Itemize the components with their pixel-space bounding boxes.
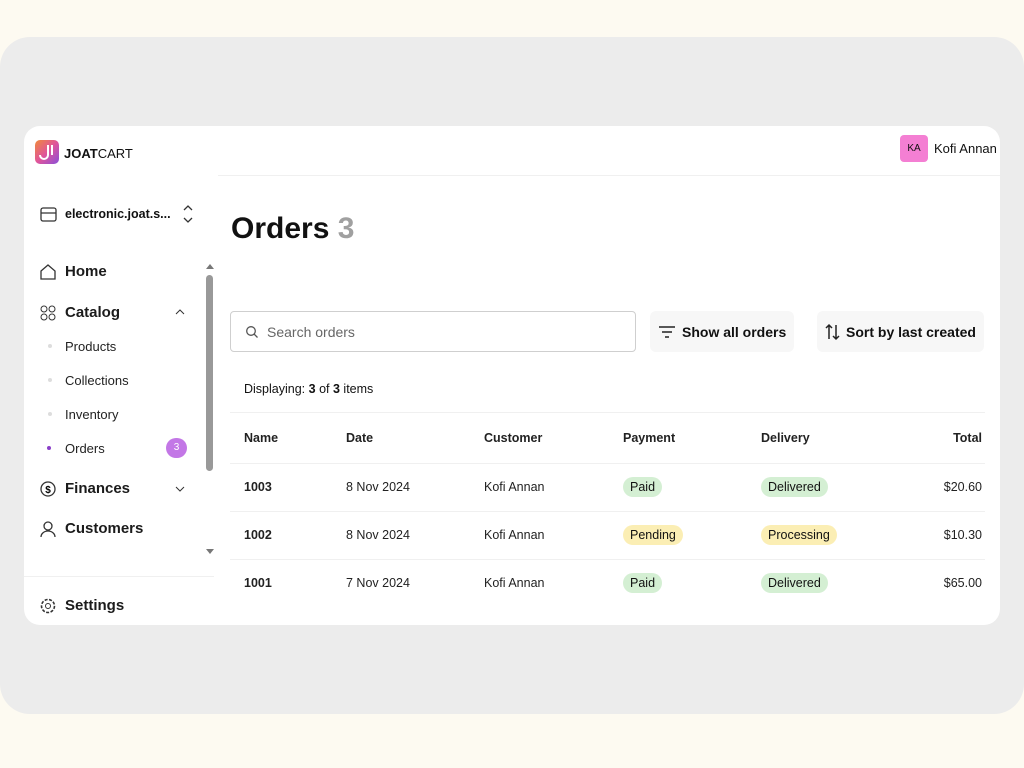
avatar[interactable]: KA — [900, 135, 928, 162]
brand-bold: JOAT — [64, 146, 98, 161]
column-header: Name — [244, 431, 279, 445]
nav-products[interactable]: Products — [65, 339, 117, 354]
table-cell: Kofi Annan — [484, 528, 545, 542]
nav-label: Finances — [65, 480, 131, 497]
column-header: Date — [346, 431, 374, 445]
nav-settings[interactable]: Settings — [40, 597, 124, 614]
user-name[interactable]: Kofi Annan — [934, 141, 997, 156]
status-pill: Delivered — [761, 573, 828, 593]
column-header: Customer — [484, 431, 543, 445]
status-pill: Pending — [623, 525, 683, 545]
active-dot — [47, 446, 51, 450]
nav-label: Customers — [65, 520, 144, 537]
search-box[interactable]: Search orders — [230, 311, 636, 352]
scroll-down[interactable] — [206, 549, 214, 555]
table-cell: 8 Nov 2024 — [346, 528, 410, 542]
table-cell: Kofi Annan — [484, 576, 545, 590]
store-icon — [40, 206, 57, 222]
search-placeholder: Search orders — [267, 323, 355, 340]
summary-unit: items — [343, 382, 374, 396]
scroll-up[interactable] — [206, 263, 214, 269]
sort-button[interactable]: Sort by last created — [817, 311, 984, 352]
logo-icon — [35, 140, 59, 164]
total-cell: $20.60 — [943, 480, 982, 494]
orders-badge: 3 — [166, 438, 187, 458]
title-count: 3 — [337, 212, 355, 245]
table-cell[interactable]: 1001 — [244, 576, 272, 590]
table-cell[interactable]: 1003 — [244, 480, 272, 494]
nav-finances[interactable]: $ Finances — [40, 480, 130, 497]
row-separator — [230, 559, 985, 560]
filter-button[interactable]: Show all orders — [650, 311, 795, 352]
summary-label: Displaying: — [244, 382, 306, 396]
status-pill: Processing — [761, 525, 837, 545]
row-separator — [230, 511, 985, 512]
brand-rest: CART — [97, 146, 133, 161]
chevron-up — [175, 309, 185, 315]
brand: JOATCART — [64, 146, 133, 161]
row-separator — [230, 463, 985, 464]
nav-home[interactable]: Home — [40, 263, 107, 280]
nav-customers[interactable]: Customers — [40, 520, 143, 537]
button-label: Show all orders — [682, 323, 787, 340]
table-cell: 8 Nov 2024 — [346, 480, 410, 494]
summary-shown: 3 — [308, 382, 316, 396]
status-pill: Paid — [623, 477, 663, 497]
nav-orders[interactable]: Orders — [65, 441, 105, 456]
nav-label: Home — [65, 263, 107, 280]
status-pill: Paid — [623, 573, 663, 593]
nav-label: Catalog — [65, 304, 121, 321]
chevron-down — [175, 486, 185, 492]
nav-inventory[interactable]: Inventory — [65, 407, 119, 422]
button-label: Sort by last created — [846, 323, 976, 340]
column-header: Delivery — [761, 431, 810, 445]
store-switcher[interactable]: electronic.joat.s... — [40, 204, 200, 224]
column-header: Payment — [623, 431, 676, 445]
nav-collections[interactable]: Collections — [65, 373, 129, 388]
total-cell: $10.30 — [943, 528, 982, 542]
column-header: Total — [953, 431, 982, 445]
nav-catalog[interactable]: Catalog — [40, 304, 120, 321]
total-cell: $65.00 — [943, 576, 982, 590]
nav-label: Settings — [65, 597, 125, 614]
summary: Displaying: 3 of 3 items — [244, 382, 373, 396]
page-title: Orders 3 — [231, 212, 354, 246]
table-cell: 7 Nov 2024 — [346, 576, 410, 590]
store-chevrons — [183, 205, 193, 223]
scrollbar[interactable] — [206, 275, 213, 471]
svg-text:$: $ — [45, 485, 51, 496]
status-pill: Delivered — [761, 477, 828, 497]
table-cell[interactable]: 1002 — [244, 528, 272, 542]
app-window: JOATCART electronic.joat.s... Home Catal… — [24, 126, 1000, 625]
store-name: electronic.joat.s... — [65, 207, 171, 221]
summary-total: 3 — [332, 382, 340, 396]
table-cell: Kofi Annan — [484, 480, 545, 494]
title-text: Orders — [231, 212, 330, 245]
summary-of: of — [319, 382, 330, 396]
